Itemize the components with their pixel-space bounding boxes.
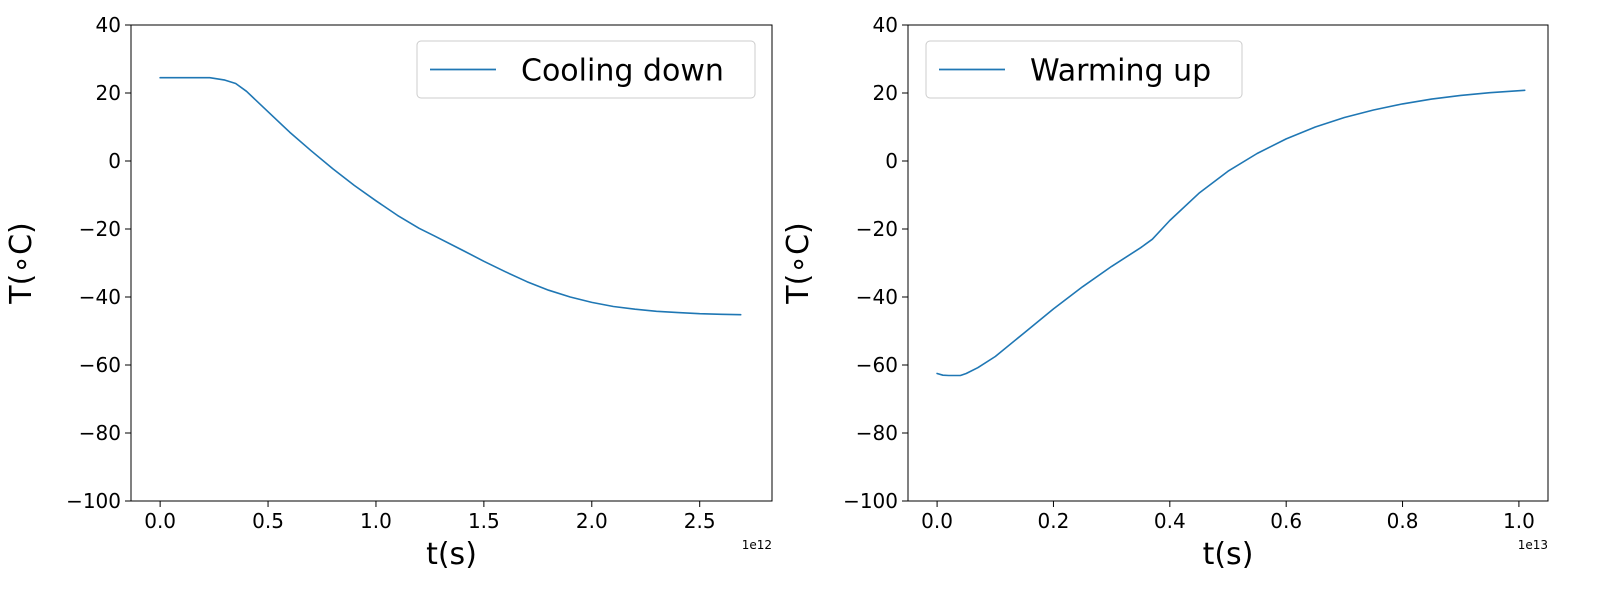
cooling-down-y-axis-label: T(∘C): [4, 222, 39, 304]
warming-up-y-tick-label: 20: [873, 81, 898, 105]
warming-up-y-tick-label: 40: [873, 13, 898, 37]
warming-up-legend-box: [925, 40, 1243, 99]
cooling-down-y-tick-label: −80: [79, 421, 121, 445]
cooling-down-chart: 0.0 0.5 1.0 1.5 2.0 2.5−100−80−60−40−2002040 …: [4, 13, 773, 572]
cooling-down-legend-label: Cooling down: [521, 54, 724, 89]
cooling-down-x-tick-label: 0.5: [252, 509, 284, 533]
warming-up-x-tick-label: 0.6: [1270, 509, 1302, 533]
warming-up-x-tick-label: 0.4: [1154, 509, 1186, 533]
warming-up-x-tick-label: 0.2: [1038, 509, 1070, 533]
warming-up-y-axis-label: T(∘C): [781, 222, 816, 304]
warming-up-x-tick-label: 0.0: [921, 509, 953, 533]
warming-up-x-tick-label: 1.0: [1503, 509, 1535, 533]
warming-up-series-line: [936, 89, 1526, 377]
cooling-down-plot-frame: [130, 24, 773, 502]
cooling-down-y-tick-label: 0: [108, 149, 121, 173]
warming-up-y-tick-label: −100: [843, 489, 898, 513]
cooling-down-series-line: [159, 76, 742, 316]
cooling-down-x-tick-label: 2.0: [576, 509, 608, 533]
cooling-down-plot-marks: 0.0 0.5 1.0 1.5 2.0 2.5 −100 −80 −60 −40 −20 0 20 40: [66, 13, 742, 533]
cooling-down-y-tick-label: −40: [79, 285, 121, 309]
cooling-down-x-tick-label: 0.0: [144, 509, 176, 533]
warming-up-plot-marks: 0.0 0.2 0.4 0.6 0.8 1.0 −100 −80 −60 −40 −20 0 20 40: [843, 13, 1535, 533]
cooling-down-x-tick-label: 2.5: [684, 509, 716, 533]
warming-up-legend: Warming up: [925, 40, 1243, 99]
warming-up-x-offset-label: 1e13: [1518, 538, 1548, 552]
cooling-down-y-tick-label: 40: [96, 13, 121, 37]
warming-up-y-tick-label: 0: [885, 149, 898, 173]
cooling-down-y-tick-label: −60: [79, 353, 121, 377]
warming-up-y-tick-label: −80: [856, 421, 898, 445]
warming-up-y-tick-label: −60: [856, 353, 898, 377]
warming-up-x-tick-label: 0.8: [1387, 509, 1419, 533]
cooling-down-x-tick-label: 1.0: [360, 509, 392, 533]
cooling-down-y-tick-label: −100: [66, 489, 121, 513]
warming-up-x-axis-label: t(s): [1203, 537, 1254, 572]
cooling-down-x-offset-label: 1e12: [742, 538, 772, 552]
cooling-down-y-tick-label: −20: [79, 217, 121, 241]
warming-up-chart: 0.0 0.2 0.4 0.6 0.8 1.0−100−80−60−40−2002040 …: [781, 13, 1549, 572]
warming-up-plot-frame: [907, 24, 1549, 502]
warming-up-legend-label: Warming up: [1030, 54, 1211, 89]
cooling-down-legend-box: [416, 40, 756, 99]
warming-up-y-tick-label: −20: [856, 217, 898, 241]
cooling-down-legend: Cooling down: [416, 40, 756, 99]
cooling-down-x-tick-label: 1.5: [468, 509, 500, 533]
warming-up-y-tick-label: −40: [856, 285, 898, 309]
cooling-down-y-tick-label: 20: [96, 81, 121, 105]
cooling-down-x-axis-label: t(s): [426, 537, 477, 572]
